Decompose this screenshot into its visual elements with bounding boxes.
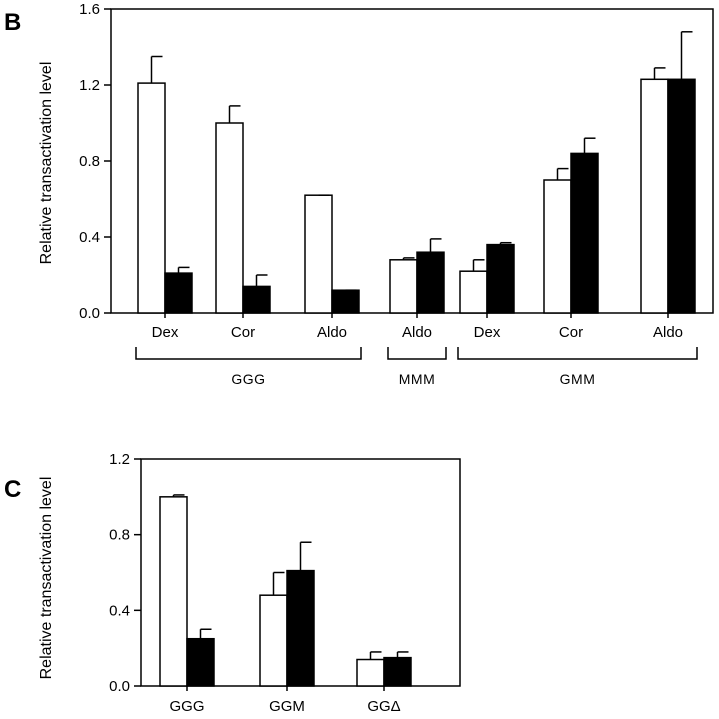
panel-c-y-tick-label: 0.4 [109,602,130,619]
panel-c-bar-filled [186,637,215,687]
panel-b-y-tick-label: 1.6 [79,1,100,18]
panel-b-group-bracket [457,347,698,360]
panel-b-bar-filled [570,152,599,314]
panel-b-bar-filled [331,289,360,314]
panel-b-category-label: Aldo [402,324,432,341]
panel-b-bar-filled [242,285,271,314]
panel-b-bar-filled [486,243,515,314]
panel-c-y-tick-label: 1.2 [109,451,130,468]
panel-c: C Relative transactivation level 0.0 0.4 0… [4,451,461,715]
panel-b-category-label: Dex [152,324,179,341]
panel-c-category-label: GGM [269,698,305,715]
panel-c-category-label: GGΔ [367,698,400,715]
panel-b: B Relative transactivation level 0.0 0.4 0… [4,1,714,387]
panel-b-bar-open [459,270,488,314]
panel-b-bar-open [137,82,166,314]
panel-b-bar-open [640,78,669,314]
panel-b-category-label: Dex [474,324,501,341]
panel-b-bar-open [215,122,244,314]
panel-c-bar-open [159,496,188,687]
panel-c-bar-filled [286,569,315,687]
panel-b-bar-filled [667,78,696,314]
panel-b-y-axis-title: Relative transactivation level [38,62,55,265]
panel-b-bar-open [304,194,333,314]
panel-b-bar-open [543,179,572,314]
panel-c-bar-open [356,658,385,687]
panel-b-y-tick-label: 1.2 [79,77,100,94]
panel-b-group-bracket [387,347,447,360]
panel-b-y-tick-label: 0.0 [79,305,100,322]
panel-c-y-tick-label: 0.0 [109,678,130,695]
panel-b-category-label: Cor [231,324,255,341]
panel-b-bar-filled [416,251,445,314]
panel-b-group-label: MMM [399,371,436,387]
panel-b-category-label: Aldo [317,324,347,341]
panel-b-group-label: GGG [231,371,265,387]
panel-b-y-tick-label: 0.8 [79,153,100,170]
panel-b-group-bracket [135,347,362,360]
panel-b-bar-filled [164,272,193,314]
panel-c-category-label: GGG [169,698,204,715]
panel-c-bar-filled [383,656,412,687]
panel-c-y-axis-title: Relative transactivation level [38,477,55,680]
panel-b-bar-open [389,259,418,314]
panel-b-y-tick-label: 0.4 [79,229,100,246]
panel-b-category-label: Cor [559,324,583,341]
panel-c-y-tick-label: 0.8 [109,527,130,544]
panel-b-group-label: GMM [560,371,596,387]
panel-b-letter: B [4,9,21,36]
panel-c-letter: C [4,476,21,503]
panel-c-bar-open [259,594,288,687]
panel-b-category-label: Aldo [653,324,683,341]
